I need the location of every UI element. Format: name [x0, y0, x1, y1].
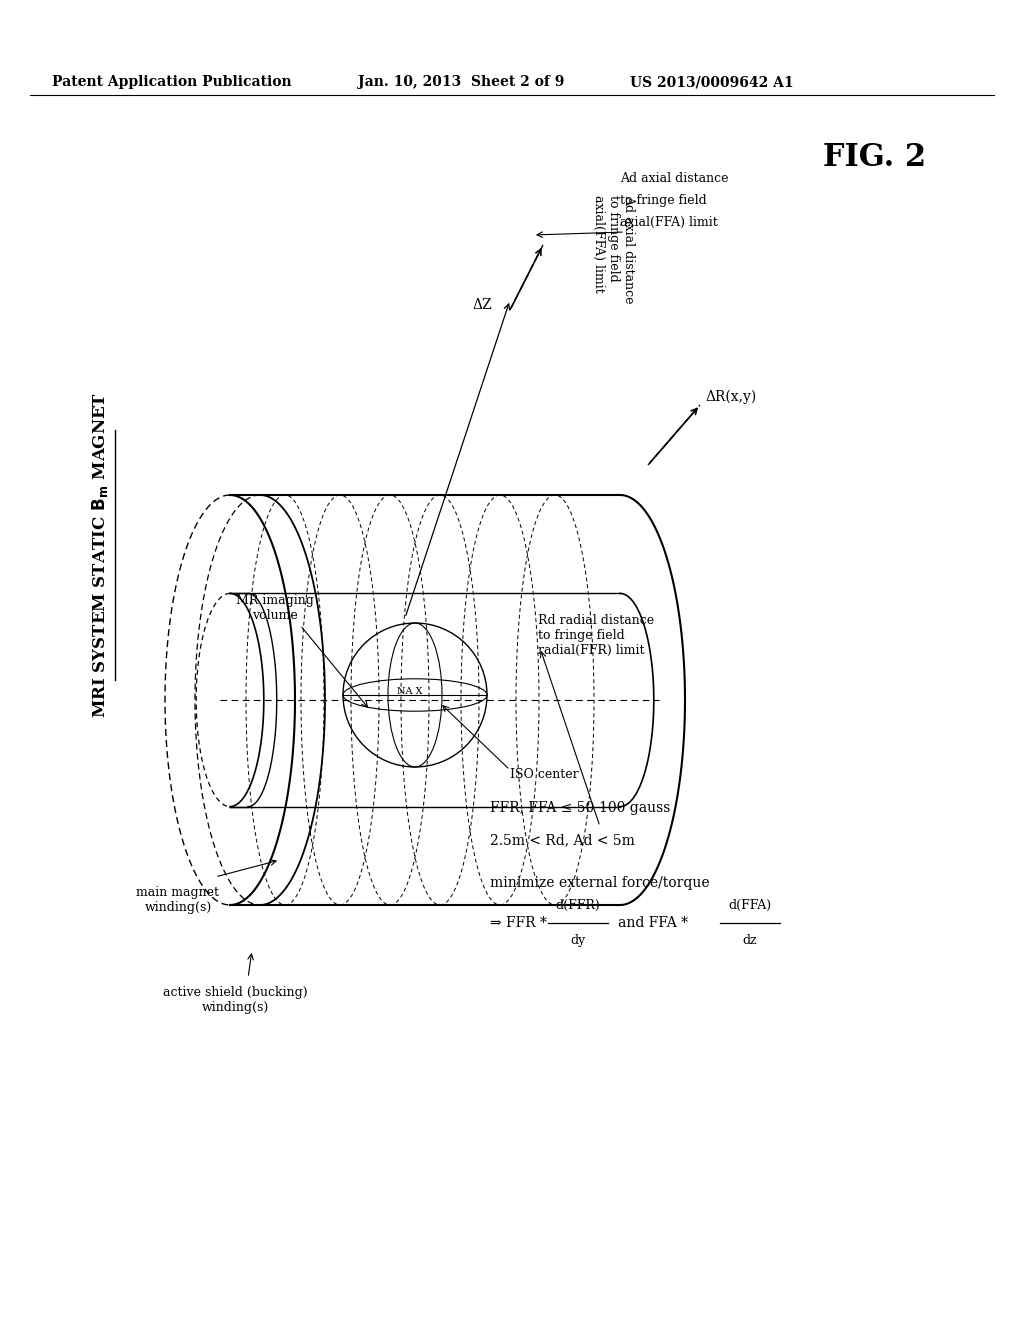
Text: ΔR(x,y): ΔR(x,y) — [705, 389, 757, 404]
Text: FIG. 2: FIG. 2 — [823, 143, 927, 173]
Text: main magnet
winding(s): main magnet winding(s) — [136, 886, 219, 913]
Text: Rd radial distance
to fringe field
radial(FFR) limit: Rd radial distance to fringe field radia… — [538, 614, 654, 656]
Text: active shield (bucking)
winding(s): active shield (bucking) winding(s) — [163, 986, 307, 1014]
Text: minimize external force/torque: minimize external force/torque — [490, 876, 710, 890]
Text: ⇒ FFR *: ⇒ FFR * — [490, 916, 547, 931]
Text: MRI SYSTEM STATIC $\mathbf{B_m}$ MAGNET: MRI SYSTEM STATIC $\mathbf{B_m}$ MAGNET — [90, 392, 110, 718]
Text: ISO center: ISO center — [510, 768, 579, 781]
Text: Ad axial distance
to fringe field
axial(FFA) limit: Ad axial distance to fringe field axial(… — [592, 195, 635, 304]
Text: and FFA *: and FFA * — [618, 916, 688, 931]
Text: axial(FFA) limit: axial(FFA) limit — [620, 216, 718, 228]
Text: d(FFA): d(FFA) — [728, 899, 771, 912]
Text: 2.5m < Rd, Ad < 5m: 2.5m < Rd, Ad < 5m — [490, 833, 635, 847]
Text: US 2013/0009642 A1: US 2013/0009642 A1 — [630, 75, 794, 88]
Text: NA X: NA X — [397, 686, 423, 696]
Text: dy: dy — [570, 935, 586, 946]
Text: dz: dz — [742, 935, 758, 946]
Text: ΔZ: ΔZ — [472, 298, 492, 312]
Text: FFR, FFA ≤ 50-100 gauss: FFR, FFA ≤ 50-100 gauss — [490, 801, 671, 814]
Text: d(FFR): d(FFR) — [556, 899, 600, 912]
Text: Patent Application Publication: Patent Application Publication — [52, 75, 292, 88]
Text: MR imaging
volume: MR imaging volume — [237, 594, 314, 622]
Text: to fringe field: to fringe field — [620, 194, 707, 207]
Text: Jan. 10, 2013  Sheet 2 of 9: Jan. 10, 2013 Sheet 2 of 9 — [358, 75, 564, 88]
Text: Ad axial distance: Ad axial distance — [620, 172, 728, 185]
